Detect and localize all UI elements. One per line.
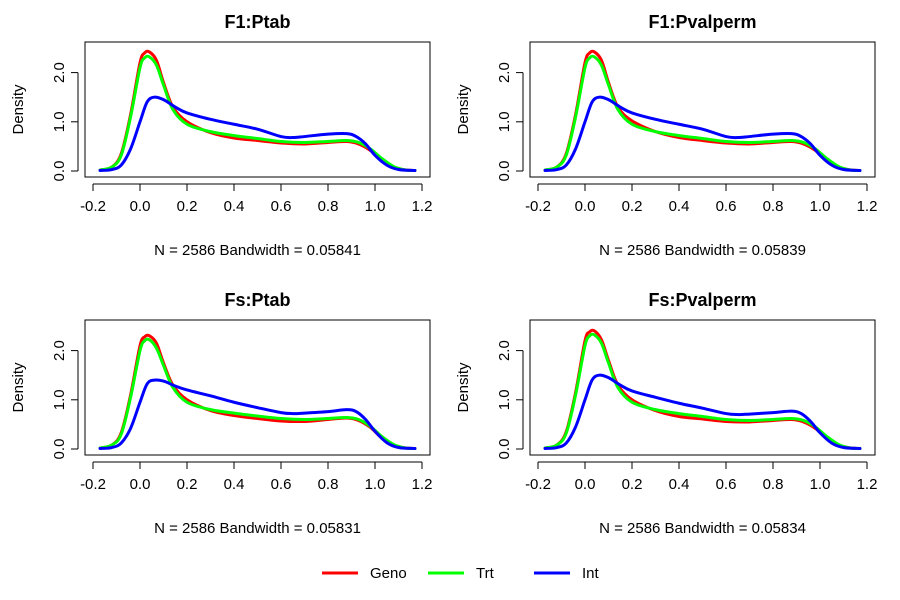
- density-line-int: [543, 95, 862, 173]
- legend-item-geno: Geno: [322, 565, 407, 582]
- x-tick-label: 0.2: [177, 476, 198, 493]
- density-line-geno: [98, 333, 417, 451]
- x-axis-label: N = 2586 Bandwidth = 0.05841: [154, 242, 361, 259]
- density-line-int: [543, 373, 862, 451]
- y-tick-label: 2.0: [51, 340, 68, 361]
- density-line-int: [98, 95, 417, 173]
- x-tick-label: 0.4: [224, 476, 245, 493]
- density-line-trt: [543, 54, 862, 173]
- x-tick-label: 0.2: [177, 198, 198, 215]
- x-tick-label: 0.0: [575, 476, 596, 493]
- legend-item-int: Int: [534, 565, 600, 582]
- density-panel: F1:Ptab -0.2 0.0 0.2 0.4 0.6 0.8 1.0 1.2 N = 2586…: [10, 12, 432, 259]
- x-tick-label: 0.8: [763, 198, 784, 215]
- panel-title: Fs:Pvalperm: [648, 290, 756, 310]
- x-tick-label: -0.2: [525, 198, 551, 215]
- y-tick-label: 1.0: [51, 389, 68, 410]
- x-tick-label: 1.2: [857, 476, 878, 493]
- x-tick-label: 0.6: [271, 198, 292, 215]
- x-tick-label: -0.2: [80, 476, 106, 493]
- density-line-geno: [543, 328, 862, 451]
- y-axis-label: Density: [455, 84, 472, 135]
- legend-label: Int: [582, 565, 600, 582]
- density-line-geno: [543, 49, 862, 173]
- legend: Geno Trt Int: [322, 565, 600, 582]
- plot-box: [529, 41, 876, 178]
- panel-title: F1:Ptab: [224, 12, 290, 32]
- y-axis-label: Density: [10, 362, 27, 413]
- density-line-trt: [543, 332, 862, 451]
- density-line-geno: [98, 49, 417, 173]
- y-tick-label: 0.0: [496, 161, 513, 182]
- density-line-trt: [98, 54, 417, 173]
- x-tick-label: -0.2: [525, 476, 551, 493]
- x-tick-label: 0.6: [716, 198, 737, 215]
- density-panel: Fs:Pvalperm -0.2 0.0 0.2 0.4 0.6 0.8 1.0 1.2 N = …: [455, 290, 877, 537]
- y-tick-label: 2.0: [51, 62, 68, 83]
- x-tick-label: 0.8: [318, 476, 339, 493]
- y-tick-label: 1.0: [51, 111, 68, 132]
- panel-title: F1:Pvalperm: [648, 12, 756, 32]
- plot-box: [529, 319, 876, 456]
- density-line-int: [98, 378, 417, 451]
- legend-label: Trt: [476, 565, 495, 582]
- y-tick-label: 0.0: [51, 161, 68, 182]
- x-axis-label: N = 2586 Bandwidth = 0.05831: [154, 520, 361, 537]
- x-tick-label: 0.4: [669, 476, 690, 493]
- x-tick-label: 0.4: [224, 198, 245, 215]
- x-tick-label: 0.8: [763, 476, 784, 493]
- x-tick-label: 1.0: [810, 476, 831, 493]
- x-tick-label: 0.4: [669, 198, 690, 215]
- density-panel: Fs:Ptab -0.2 0.0 0.2 0.4 0.6 0.8 1.0 1.2 N = 2586…: [10, 290, 432, 537]
- x-tick-label: 1.2: [412, 476, 433, 493]
- x-axis-label: N = 2586 Bandwidth = 0.05839: [599, 242, 806, 259]
- x-tick-label: -0.2: [80, 198, 106, 215]
- x-tick-label: 1.0: [810, 198, 831, 215]
- y-axis-label: Density: [455, 362, 472, 413]
- x-tick-label: 0.2: [622, 476, 643, 493]
- x-tick-label: 0.0: [575, 198, 596, 215]
- legend-label: Geno: [370, 565, 407, 582]
- x-tick-label: 1.2: [412, 198, 433, 215]
- x-tick-label: 1.2: [857, 198, 878, 215]
- plot-box: [84, 319, 431, 456]
- panel-title: Fs:Ptab: [224, 290, 290, 310]
- legend-item-trt: Trt: [428, 565, 495, 582]
- x-tick-label: 0.2: [622, 198, 643, 215]
- x-tick-label: 0.6: [271, 476, 292, 493]
- x-tick-label: 0.8: [318, 198, 339, 215]
- y-axis-label: Density: [10, 84, 27, 135]
- y-tick-label: 0.0: [496, 439, 513, 460]
- y-tick-label: 2.0: [496, 340, 513, 361]
- y-tick-label: 1.0: [496, 111, 513, 132]
- y-tick-label: 0.0: [51, 439, 68, 460]
- y-tick-label: 1.0: [496, 389, 513, 410]
- density-line-trt: [98, 337, 417, 451]
- x-tick-label: 1.0: [365, 476, 386, 493]
- x-tick-label: 0.0: [130, 476, 151, 493]
- x-tick-label: 0.6: [716, 476, 737, 493]
- density-panel: F1:Pvalperm -0.2 0.0 0.2 0.4 0.6 0.8 1.0 1.2 N = …: [455, 12, 877, 259]
- x-tick-label: 0.0: [130, 198, 151, 215]
- x-tick-label: 1.0: [365, 198, 386, 215]
- y-tick-label: 2.0: [496, 62, 513, 83]
- panels-group: F1:Ptab -0.2 0.0 0.2 0.4 0.6 0.8 1.0 1.2 N = 2586…: [10, 12, 877, 537]
- plot-box: [84, 41, 431, 178]
- x-axis-label: N = 2586 Bandwidth = 0.05834: [599, 520, 806, 537]
